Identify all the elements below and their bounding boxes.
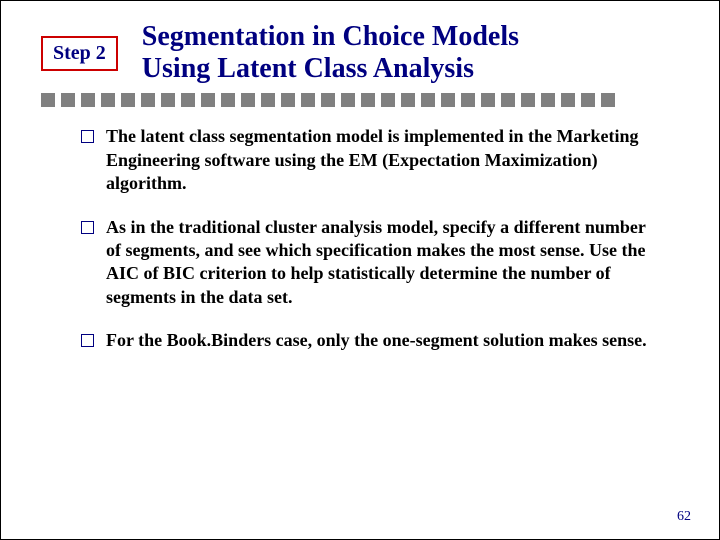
divider-dot <box>461 93 475 107</box>
divider-dot <box>101 93 115 107</box>
divider-dot <box>161 93 175 107</box>
step-box: Step 2 <box>41 36 118 71</box>
divider-dot <box>341 93 355 107</box>
divider-dot <box>581 93 595 107</box>
bullet-item: As in the traditional cluster analysis m… <box>81 216 659 310</box>
divider-dot <box>181 93 195 107</box>
divider-dot <box>61 93 75 107</box>
title-line-2: Using Latent Class Analysis <box>142 53 519 85</box>
divider-dot <box>221 93 235 107</box>
divider-dot <box>141 93 155 107</box>
divider-dot <box>241 93 255 107</box>
divider-dot <box>121 93 135 107</box>
bullet-marker-icon <box>81 221 94 234</box>
divider-dot <box>541 93 555 107</box>
divider-dot <box>81 93 95 107</box>
bullet-item: For the Book.Binders case, only the one-… <box>81 329 659 352</box>
divider-dot <box>361 93 375 107</box>
bullet-marker-icon <box>81 334 94 347</box>
bullet-item: The latent class segmentation model is i… <box>81 125 659 195</box>
bullet-marker-icon <box>81 130 94 143</box>
divider-dot <box>301 93 315 107</box>
bullet-text: As in the traditional cluster analysis m… <box>106 216 659 310</box>
divider-dot <box>441 93 455 107</box>
page-number: 62 <box>677 509 691 525</box>
divider-dot <box>401 93 415 107</box>
divider-dot <box>281 93 295 107</box>
divider-dot <box>201 93 215 107</box>
divider-dot <box>41 93 55 107</box>
divider-dot <box>561 93 575 107</box>
bullet-text: The latent class segmentation model is i… <box>106 125 659 195</box>
divider-dot <box>481 93 495 107</box>
header-row: Step 2 Segmentation in Choice Models Usi… <box>1 1 719 93</box>
divider-dot <box>321 93 335 107</box>
title-line-1: Segmentation in Choice Models <box>142 21 519 53</box>
divider-dots <box>1 93 719 125</box>
divider-dot <box>601 93 615 107</box>
bullet-list: The latent class segmentation model is i… <box>1 125 719 352</box>
divider-dot <box>261 93 275 107</box>
slide-title: Segmentation in Choice Models Using Late… <box>142 21 519 85</box>
divider-dot <box>381 93 395 107</box>
divider-dot <box>421 93 435 107</box>
bullet-text: For the Book.Binders case, only the one-… <box>106 329 647 352</box>
divider-dot <box>521 93 535 107</box>
divider-dot <box>501 93 515 107</box>
